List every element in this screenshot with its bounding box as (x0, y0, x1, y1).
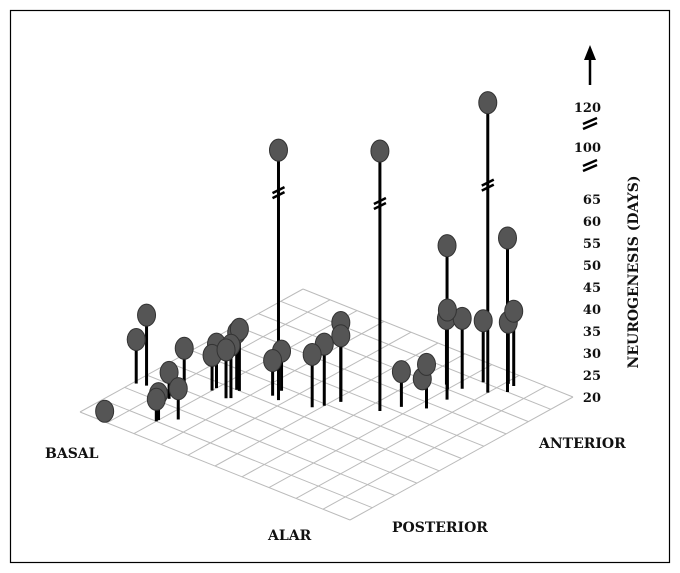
z-tick-label: 100 (574, 141, 601, 156)
figure-frame (9, 9, 671, 564)
data-point (437, 298, 457, 322)
data-point (174, 336, 194, 360)
stem-break-mark (373, 196, 387, 206)
stem-break-mark (271, 186, 286, 195)
grid-line (187, 331, 412, 456)
data-point (478, 91, 498, 115)
posterior-label: POSTERIOR (392, 520, 488, 536)
data-point (437, 234, 457, 258)
data-point (370, 139, 390, 163)
data-point (146, 387, 166, 411)
data-point (126, 328, 146, 352)
data-point (95, 399, 115, 423)
z-tick-label: 20 (583, 391, 601, 406)
data-point (498, 226, 517, 250)
z-tick-label: 40 (583, 303, 601, 318)
grid-line (280, 300, 551, 410)
z-axis-break-marks (582, 116, 598, 173)
markers (95, 91, 524, 423)
z-axis-arrow-head (584, 45, 596, 60)
stem-break-mark (481, 183, 495, 192)
data-point (331, 324, 351, 348)
data-point (268, 138, 288, 162)
grid-line (302, 288, 574, 398)
grid-line (133, 310, 358, 435)
alar-label: ALAR (267, 528, 312, 544)
data-point (302, 342, 322, 366)
data-point (159, 360, 179, 384)
basal-label: BASAL (45, 446, 99, 462)
z-tick-label: 35 (583, 325, 601, 340)
data-point (263, 348, 283, 372)
data-point (473, 309, 493, 333)
z-tick-label: 30 (583, 347, 601, 362)
grid-line (213, 337, 484, 447)
anterior-label: ANTERIOR (538, 436, 626, 452)
data-point (168, 377, 188, 401)
z-tick-label: 55 (583, 237, 601, 252)
data-point (504, 299, 524, 323)
z-axis-ticks: 20 25 30 35 40 45 50 55 60 65 100 120 (574, 101, 601, 406)
data-point (417, 352, 437, 376)
z-tick-label: 65 (583, 193, 601, 208)
z-axis-title: NEUROGENESIS (DAYS) (626, 176, 642, 369)
z-tick-label: 60 (583, 215, 601, 230)
z-tick-label: 25 (583, 369, 601, 384)
z-tick-label: 45 (583, 281, 601, 296)
floor-grid (79, 288, 574, 521)
z-tick-label: 120 (574, 101, 601, 116)
data-point (391, 360, 411, 384)
stem-break-mark (481, 178, 495, 187)
data-point (216, 338, 236, 362)
stem-break-mark (373, 201, 387, 211)
stem-break-mark (271, 191, 286, 200)
data-point (137, 303, 157, 327)
z-tick-label: 50 (583, 259, 601, 274)
